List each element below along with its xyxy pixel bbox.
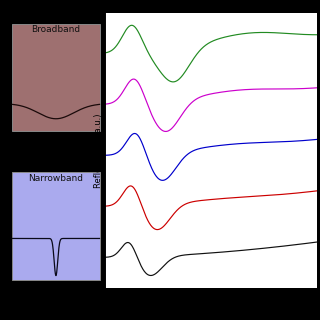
X-axis label: Wavelength (nm): Wavelength (nm) bbox=[175, 307, 247, 316]
Text: 45nm: 45nm bbox=[318, 187, 320, 196]
Text: 35nm: 35nm bbox=[318, 238, 320, 247]
Text: Narrowband: Narrowband bbox=[28, 174, 84, 183]
Title: Fabry-Perot: Fabry-Perot bbox=[173, 0, 249, 12]
Text: b: b bbox=[84, 10, 96, 28]
Text: Broadband: Broadband bbox=[31, 25, 81, 34]
Text: 70nm: 70nm bbox=[318, 30, 320, 39]
Text: 60nm: 60nm bbox=[318, 84, 320, 92]
Bar bbox=[12, 24, 100, 131]
Text: 55nm: 55nm bbox=[318, 135, 320, 144]
Y-axis label: Reflectance (a.u.): Reflectance (a.u.) bbox=[94, 113, 103, 188]
Bar bbox=[12, 172, 100, 280]
